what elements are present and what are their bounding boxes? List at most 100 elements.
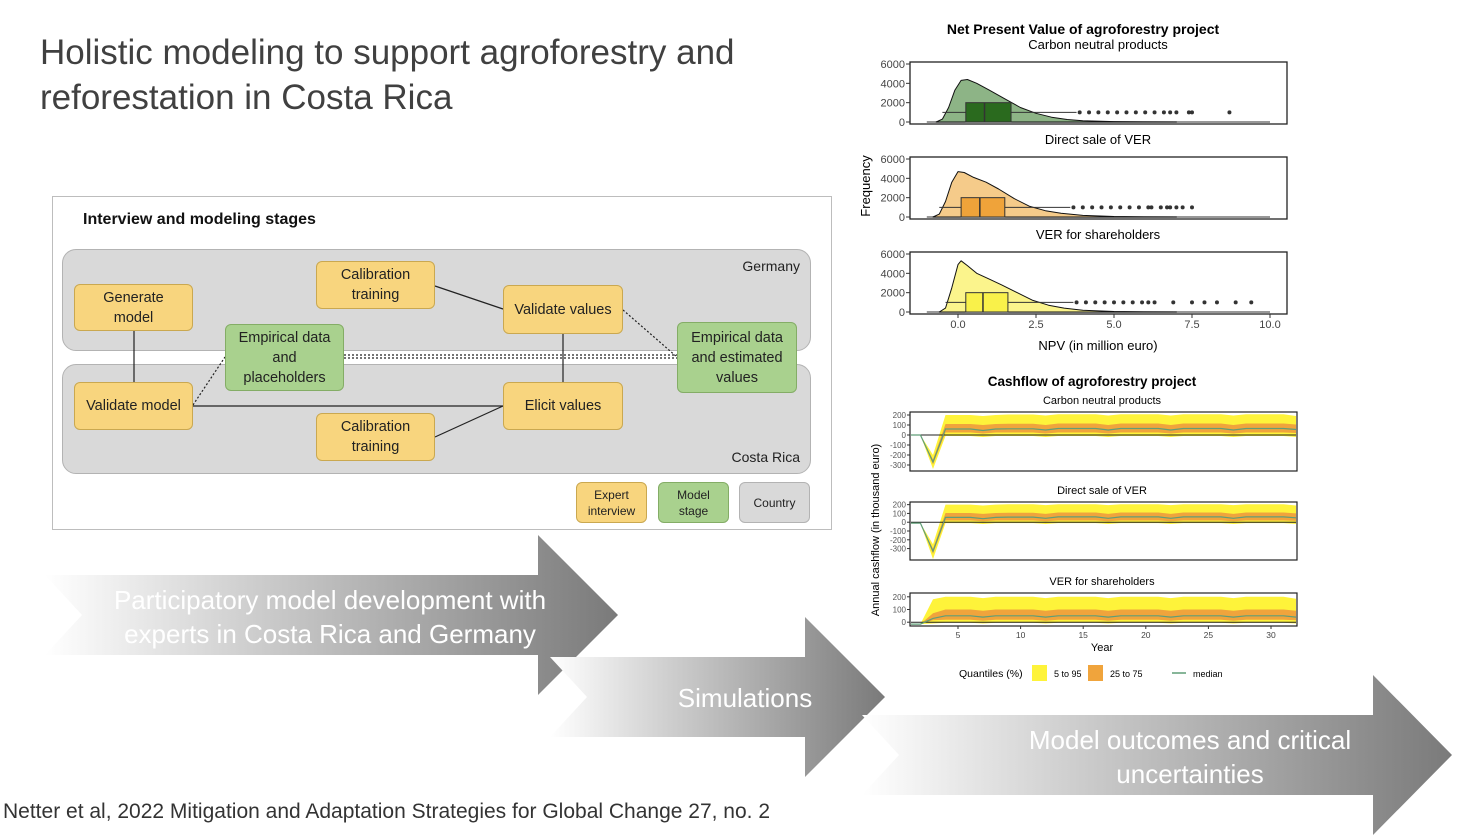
legend-expert-interview: Expert interview [576,482,647,523]
panel-plot [911,596,1296,625]
legend-model-stage: Model stage [658,482,729,523]
outlier-point [1227,110,1232,115]
x-tick-label: 20 [1141,630,1151,640]
outlier-point [1112,300,1116,305]
outlier-point [1118,205,1123,210]
outlier-point [1149,205,1154,210]
connector-calibration-elicit [434,405,504,438]
y-tick-label: 2000 [881,288,905,300]
y-tick-label: 0 [899,212,905,224]
outlier-point [1074,300,1079,305]
outlier-point [1190,205,1194,210]
y-tick-label: 100 [893,509,907,518]
y-tick-label: 6000 [881,154,905,166]
median-line [911,615,1296,625]
y-tick-label: 2000 [881,193,905,205]
outlier-point [1105,110,1110,115]
outlier-point [1158,205,1163,210]
node-empirical-estimated: Empirical data and estimated values [677,322,797,393]
panel-title: Carbon neutral products [1043,395,1162,407]
node-empirical-placeholders: Empirical data and placeholders [225,324,344,391]
box [965,292,1009,313]
outlier-point [1202,300,1207,305]
x-tick-label: 15 [1078,630,1088,640]
x-tick-label: 25 [1204,630,1214,640]
y-tick-label: 6000 [881,249,905,261]
cashflow-legend: Quantiles (%) 5 to 95 25 to 75 median [959,665,1223,681]
cashflow-chart-title: Cashflow of agroforestry project [988,374,1197,389]
outlier-point [1233,300,1238,305]
outlier-point [1136,205,1141,210]
outlier-point [1090,205,1095,210]
median-line [911,427,1296,464]
band-25-75 [911,512,1296,554]
outlier-point [1093,300,1098,305]
outlier-point [1108,205,1113,210]
box [965,102,1012,123]
cashflow-y-label: Annual cashflow (in thousand euro) [870,444,882,616]
npv-chart-title: Net Present Value of agroforestry projec… [947,21,1220,37]
panel-frame [909,156,1288,220]
y-tick-label: 0 [902,431,907,440]
x-tick-label: 0.0 [950,319,965,331]
legend-swatch-5-95 [1032,665,1047,681]
simulations-arrow-shape [550,617,885,777]
cashflow-chart: Cashflow of agroforestry project Year An… [870,374,1298,681]
outlier-point [1168,110,1173,115]
outlier-point [1146,300,1151,305]
outlier-point [1087,110,1092,115]
outlier-point [1143,110,1148,115]
panel-title: VER for shareholders [1049,576,1155,588]
x-tick-label: 5 [956,630,961,640]
cashflow-x-label: Year [1091,642,1114,654]
outlier-point [1099,205,1104,210]
legend-label-median: median [1193,669,1223,679]
outlier-point [1214,300,1219,305]
median-line [911,516,1296,553]
y-tick-label: -100 [890,441,907,450]
outlier-point [1071,205,1076,210]
node-validate-model: Validate model [74,382,193,430]
panel-plot [911,504,1296,560]
outlier-point [1249,300,1254,305]
outlier-point [1083,300,1088,305]
y-tick-label: 0 [899,307,905,319]
box [960,197,1006,218]
panel-title: Carbon neutral products [1028,37,1168,52]
y-tick-label: -200 [890,536,907,545]
y-tick-label: 4000 [881,268,905,280]
outlier-point [1152,300,1157,305]
outlier-point [1096,110,1101,115]
node-generate-model: Generate model [74,284,193,331]
y-tick-label: 200 [893,593,907,602]
y-tick-label: 4000 [881,78,905,90]
y-tick-label: -300 [890,461,907,470]
outlier-point [1168,205,1173,210]
outlier-point [1133,110,1138,115]
band-5-95 [911,414,1296,469]
outlier-point [1115,110,1120,115]
panel-frame [909,61,1288,125]
outlier-point [1102,300,1107,305]
legend-title: Quantiles (%) [959,668,1023,680]
outlier-point [1140,300,1145,305]
outlier-point [1077,110,1082,115]
outlier-point [1174,205,1179,210]
x-tick-label: 5.0 [1106,319,1121,331]
outlier-point [1174,110,1179,115]
panel-plot [911,414,1296,469]
region-label-germany: Germany [742,258,800,274]
diagram-heading: Interview and modeling stages [83,211,316,228]
y-tick-label: 4000 [881,173,905,185]
panel-title: Direct sale of VER [1057,485,1147,497]
simulations-arrow-label: Simulations [677,683,813,713]
node-validate-values: Validate values [503,285,623,334]
y-tick-label: 100 [893,606,907,615]
participatory-arrow-shape [45,535,618,695]
y-tick-label: 0 [902,618,907,627]
outlier-point [1186,110,1191,115]
outlier-point [1130,300,1135,305]
connector-calibration-validate-values [434,285,504,310]
